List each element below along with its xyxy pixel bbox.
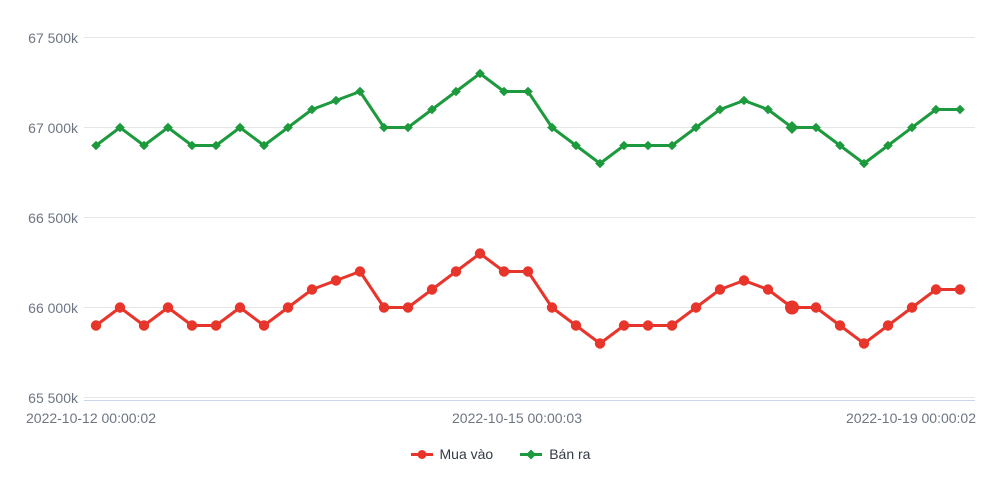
data-point[interactable] <box>330 275 342 286</box>
line-circle-marker-icon <box>410 449 433 459</box>
data-point[interactable] <box>450 266 462 277</box>
y-axis-label: 67 000k <box>28 119 78 136</box>
data-point[interactable] <box>595 158 605 169</box>
data-point[interactable] <box>115 122 125 133</box>
data-point[interactable] <box>835 140 845 151</box>
data-point[interactable] <box>691 122 701 133</box>
y-axis-label: 67 500k <box>28 29 78 46</box>
data-point[interactable] <box>403 122 413 133</box>
legend-label-buy: Mua vào <box>439 446 494 462</box>
data-point[interactable] <box>811 122 821 133</box>
data-point[interactable] <box>139 140 149 151</box>
data-point[interactable] <box>666 320 678 331</box>
data-point[interactable] <box>690 302 702 313</box>
data-point[interactable] <box>810 302 822 313</box>
data-point[interactable] <box>930 284 942 295</box>
data-point[interactable] <box>859 158 869 169</box>
data-point[interactable] <box>954 284 966 295</box>
data-point[interactable] <box>785 121 799 134</box>
data-point[interactable] <box>307 104 317 115</box>
data-point[interactable] <box>955 104 965 115</box>
data-point[interactable] <box>594 338 606 349</box>
data-point[interactable] <box>162 302 174 313</box>
data-point[interactable] <box>523 86 533 97</box>
data-point[interactable] <box>738 275 750 286</box>
data-point[interactable] <box>571 140 581 151</box>
y-axis-label: 65 500k <box>28 389 78 406</box>
data-point[interactable] <box>91 140 101 151</box>
data-point[interactable] <box>739 95 749 106</box>
data-point[interactable] <box>210 320 222 331</box>
data-point[interactable] <box>258 320 270 331</box>
data-point[interactable] <box>619 140 629 151</box>
legend-label-sell: Bán ra <box>549 446 591 462</box>
data-point[interactable] <box>306 284 318 295</box>
data-point[interactable] <box>931 104 941 115</box>
data-point[interactable] <box>546 302 558 313</box>
data-point[interactable] <box>570 320 582 331</box>
data-point[interactable] <box>715 104 725 115</box>
data-point[interactable] <box>762 284 774 295</box>
data-point[interactable] <box>186 320 198 331</box>
x-axis-label: 2022-10-19 00:00:02 <box>846 410 976 426</box>
data-point[interactable] <box>211 140 221 151</box>
legend-item-sell[interactable]: Bán ra <box>519 446 590 462</box>
data-point[interactable] <box>667 140 677 151</box>
data-point[interactable] <box>235 122 245 133</box>
data-point[interactable] <box>379 122 389 133</box>
data-point[interactable] <box>714 284 726 295</box>
data-point[interactable] <box>187 140 197 151</box>
data-point[interactable] <box>234 302 246 313</box>
y-axis-label: 66 000k <box>28 299 78 316</box>
data-point[interactable] <box>426 284 438 295</box>
data-point[interactable] <box>907 122 917 133</box>
data-point[interactable] <box>498 266 510 277</box>
legend-item-buy[interactable]: Mua vào <box>410 446 494 462</box>
data-point[interactable] <box>259 140 269 151</box>
data-point[interactable] <box>547 122 557 133</box>
data-point[interactable] <box>618 320 630 331</box>
data-point[interactable] <box>378 302 390 313</box>
data-point[interactable] <box>785 300 799 315</box>
data-point[interactable] <box>354 266 366 277</box>
data-point[interactable] <box>763 104 773 115</box>
data-point[interactable] <box>451 86 461 97</box>
data-point[interactable] <box>282 302 294 313</box>
legend: Mua vào Bán ra <box>0 446 1000 462</box>
data-point[interactable] <box>427 104 437 115</box>
data-point[interactable] <box>883 140 893 151</box>
data-point[interactable] <box>474 248 486 259</box>
data-point[interactable] <box>522 266 534 277</box>
data-point[interactable] <box>138 320 150 331</box>
line-diamond-marker-icon <box>520 449 543 459</box>
data-point[interactable] <box>90 320 102 331</box>
data-point[interactable] <box>499 86 509 97</box>
y-axis-label: 66 500k <box>28 209 78 226</box>
data-point[interactable] <box>858 338 870 349</box>
data-point[interactable] <box>906 302 918 313</box>
data-point[interactable] <box>642 320 654 331</box>
data-point[interactable] <box>643 140 653 151</box>
data-point[interactable] <box>355 86 365 97</box>
data-point[interactable] <box>163 122 173 133</box>
data-point[interactable] <box>114 302 126 313</box>
data-point[interactable] <box>331 95 341 106</box>
data-point[interactable] <box>882 320 894 331</box>
data-point[interactable] <box>402 302 414 313</box>
data-point[interactable] <box>475 68 485 79</box>
data-point[interactable] <box>834 320 846 331</box>
x-axis-label: 2022-10-15 00:00:03 <box>452 410 582 426</box>
x-axis-label: 2022-10-12 00:00:02 <box>26 410 156 426</box>
data-point[interactable] <box>283 122 293 133</box>
